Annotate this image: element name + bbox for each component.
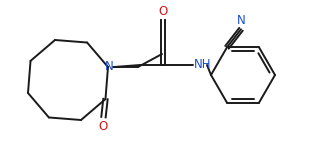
Text: O: O (158, 5, 167, 18)
Text: O: O (99, 120, 108, 133)
Text: N: N (105, 61, 113, 74)
Text: NH: NH (194, 58, 211, 72)
Text: N: N (237, 14, 246, 27)
